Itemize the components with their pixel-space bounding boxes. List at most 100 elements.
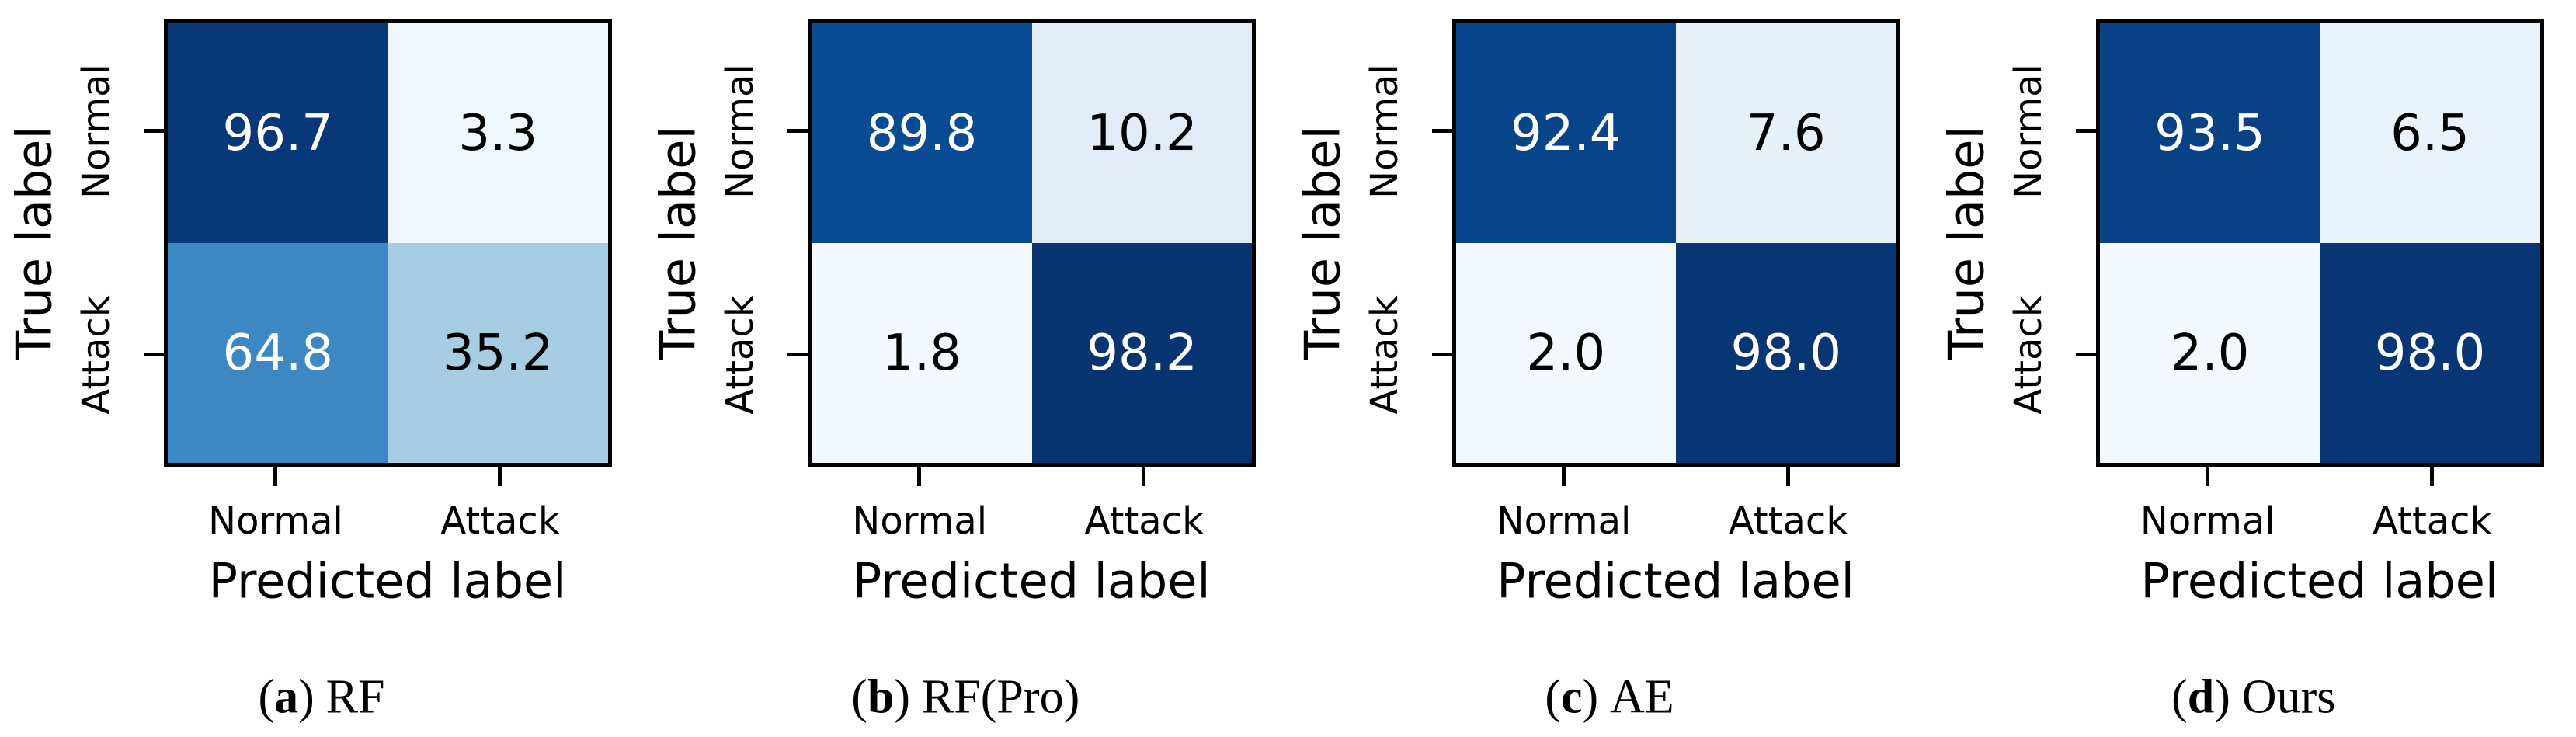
confusion-matrix: 96.7 3.3 64.8 35.2: [164, 19, 612, 467]
x-tick-label-normal: Normal: [2140, 499, 2275, 543]
confusion-matrix: 93.5 6.5 2.0 98.0: [2095, 19, 2544, 467]
subfigure-caption: (a) RF: [258, 670, 384, 725]
confusion-matrix: 89.8 10.2 1.8 98.2: [808, 19, 1257, 467]
matrix-cell: 64.8: [168, 243, 388, 463]
y-tick-mark: [1431, 129, 1452, 133]
y-tick-mark: [144, 129, 164, 133]
y-tick-label-normal: Normal: [1362, 64, 1406, 199]
x-tick-mark: [498, 466, 502, 486]
caption-paren: ): [2214, 670, 2230, 724]
x-axis-label: Predicted label: [1497, 552, 1855, 610]
cell-value: 98.2: [1086, 324, 1198, 382]
caption-letter: d: [2187, 670, 2215, 724]
caption-name: RF(Pro): [921, 670, 1080, 724]
panel-a: True label Normal Attack 96.7 3.3 64.8 3…: [0, 0, 644, 737]
cell-value: 64.8: [222, 324, 334, 382]
matrix-cell: 98.0: [1676, 243, 1896, 463]
x-tick-mark: [1561, 466, 1566, 486]
caption-name: Ours: [2241, 670, 2336, 724]
x-tick-mark: [2205, 466, 2209, 486]
y-tick-label-normal: Normal: [75, 64, 118, 199]
y-tick-label-normal: Normal: [2006, 64, 2050, 199]
y-tick-label-attack: Attack: [1362, 295, 1406, 415]
matrix-cell: 98.2: [1031, 243, 1253, 463]
cell-value: 89.8: [866, 104, 978, 162]
x-tick-mark: [1785, 466, 1790, 486]
y-tick-label-attack: Attack: [2006, 295, 2050, 415]
caption-paren: ): [1582, 670, 1599, 724]
x-tick-label-normal: Normal: [208, 499, 343, 543]
cell-value: 98.0: [2374, 324, 2486, 382]
cell-value: 3.3: [458, 104, 538, 162]
matrix-cell: 93.5: [2099, 23, 2320, 243]
cell-value: 96.7: [222, 104, 334, 162]
cell-value: 1.8: [882, 324, 961, 382]
x-tick-mark: [273, 466, 277, 486]
cell-value: 6.5: [2390, 104, 2470, 162]
y-tick-mark: [2075, 353, 2096, 356]
x-tick-label-normal: Normal: [852, 499, 988, 543]
cell-value: 93.5: [2154, 104, 2265, 162]
caption-letter: c: [1560, 670, 1583, 724]
matrix-cell: 7.6: [1676, 23, 1896, 243]
y-tick-label-attack: Attack: [75, 295, 118, 415]
x-axis-label: Predicted label: [2140, 552, 2499, 610]
subfigure-caption: (b) RF(Pro): [851, 670, 1079, 725]
y-tick-mark: [144, 353, 164, 356]
cell-value: 10.2: [1086, 104, 1198, 162]
caption-paren: (: [851, 670, 867, 724]
x-tick-label-attack: Attack: [2373, 499, 2492, 543]
y-axis-label: True label: [1294, 126, 1351, 360]
caption-name: AE: [1610, 670, 1674, 724]
caption-paren: ): [894, 670, 911, 724]
caption-paren: ): [298, 670, 315, 724]
matrix-cell: 3.3: [388, 23, 608, 243]
matrix-cell: 2.0: [1455, 243, 1676, 463]
cell-value: 98.0: [1730, 324, 1842, 382]
subfigure-caption: (c) AE: [1545, 670, 1674, 725]
y-tick-label-normal: Normal: [718, 64, 763, 199]
cell-value: 35.2: [443, 324, 554, 382]
y-tick-mark: [1431, 353, 1452, 356]
y-tick-label-attack: Attack: [718, 295, 763, 415]
caption-letter: b: [867, 670, 895, 724]
panel-d: True label Normal Attack 93.5 6.5 2.0 98…: [1932, 0, 2576, 737]
caption-paren: (: [2171, 670, 2188, 724]
caption-name: RF: [325, 670, 385, 724]
x-tick-mark: [2429, 466, 2434, 486]
matrix-cell: 35.2: [388, 243, 608, 463]
y-axis-label: True label: [1938, 126, 1995, 360]
y-tick-mark: [787, 353, 808, 356]
x-tick-label-normal: Normal: [1496, 499, 1632, 543]
x-tick-label-attack: Attack: [1084, 499, 1204, 543]
matrix-cell: 6.5: [2320, 23, 2540, 243]
cell-value: 92.4: [1510, 104, 1622, 162]
subfigure-caption: (d) Ours: [2171, 670, 2335, 725]
panel-b: True label Normal Attack 89.8 10.2 1.8 9…: [644, 0, 1288, 737]
matrix-cell: 92.4: [1455, 23, 1676, 243]
cell-value: 2.0: [2170, 324, 2250, 382]
x-tick-label-attack: Attack: [440, 499, 560, 543]
matrix-cell: 1.8: [812, 243, 1032, 463]
matrix-cell: 98.0: [2320, 243, 2540, 463]
matrix-cell: 89.8: [812, 23, 1032, 243]
cell-value: 2.0: [1526, 324, 1606, 382]
x-tick-mark: [1142, 466, 1146, 486]
x-axis-label: Predicted label: [208, 552, 567, 610]
matrix-cell: 10.2: [1031, 23, 1253, 243]
y-tick-mark: [2075, 129, 2096, 133]
matrix-cell: 96.7: [168, 23, 388, 243]
x-axis-label: Predicted label: [852, 552, 1211, 610]
x-tick-label-attack: Attack: [1728, 499, 1848, 543]
matrix-cell: 2.0: [2099, 243, 2320, 463]
confusion-matrix: 92.4 7.6 2.0 98.0: [1451, 19, 1900, 467]
y-axis-label: True label: [5, 126, 63, 360]
cell-value: 7.6: [1746, 104, 1826, 162]
caption-paren: (: [258, 670, 275, 724]
y-axis-label: True label: [649, 126, 707, 360]
panel-c: True label Normal Attack 92.4 7.6 2.0 98…: [1288, 0, 1932, 737]
y-tick-mark: [787, 129, 808, 133]
x-tick-mark: [917, 466, 922, 486]
caption-letter: a: [274, 670, 299, 724]
